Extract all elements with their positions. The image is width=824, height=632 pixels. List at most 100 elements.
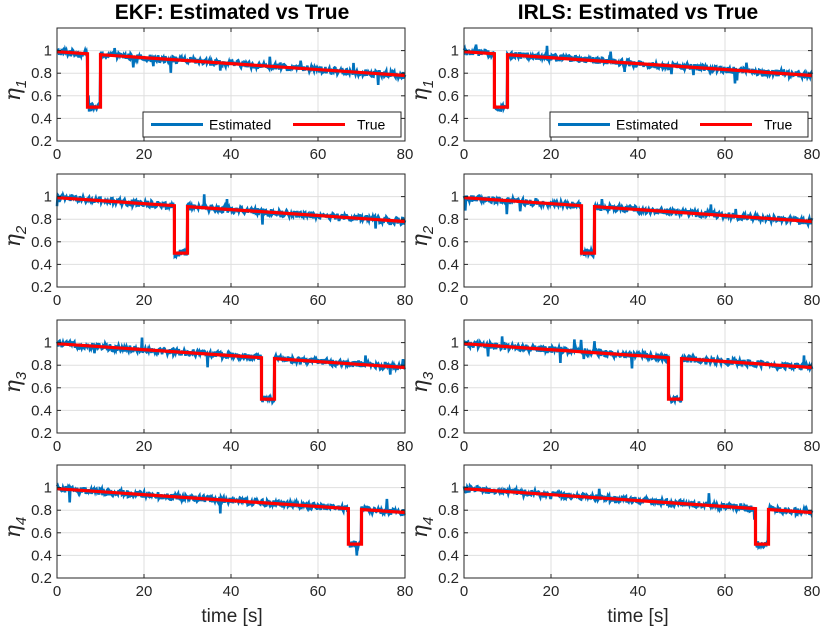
- y-axis-label-r3c2: η3: [408, 371, 437, 393]
- panel-r2c1: 0 20 40 60 80 0.2 0.4 0.6 0.8 1 η2: [1, 173, 413, 309]
- legend-r1c1: Estimated True: [142, 111, 402, 138]
- x-tick-label-r2c2-1: 20: [543, 292, 560, 309]
- y-tick-label-r4c2-0: 0.2: [438, 570, 459, 587]
- x-tick-label-r3c1-2: 40: [223, 438, 240, 455]
- y-tick-label-r1c1-2: 0.6: [31, 88, 52, 105]
- x-tick-label-r4c1-2: 40: [223, 583, 240, 600]
- y-tick-label-r2c2-4: 1: [451, 189, 459, 206]
- x-tick-label-r1c2-1: 20: [543, 146, 560, 163]
- panel-r2c2: 0 20 40 60 80 0.2 0.4 0.6 0.8 1 η2: [408, 173, 821, 309]
- y-tick-label-r1c2-1: 0.4: [438, 110, 459, 127]
- x-tick-label-r1c2-3: 60: [717, 146, 734, 163]
- y-tick-label-r4c1-3: 0.8: [31, 502, 52, 519]
- y-tick-label-r1c2-4: 1: [451, 43, 459, 60]
- x-tick-label-r4c1-3: 60: [310, 583, 327, 600]
- y-axis-label-subscript-r2c2: 2: [420, 225, 437, 235]
- y-axis-label-subscript-r1c2: 1: [420, 80, 437, 88]
- x-tick-label-r3c1-3: 60: [310, 438, 327, 455]
- x-tick-label-r2c2-0: 0: [460, 292, 468, 309]
- panel-r3c1: 0 20 40 60 80 0.2 0.4 0.6 0.8 1 η3: [1, 319, 414, 455]
- y-tick-label-r4c2-4: 1: [451, 480, 459, 497]
- col-title-1: IRLS: Estimated vs True: [518, 1, 758, 24]
- y-tick-label-r2c1-2: 0.6: [31, 234, 52, 251]
- x-tick-label-r1c1-4: 80: [397, 146, 414, 163]
- x-tick-label-r4c2-3: 60: [717, 583, 734, 600]
- x-tick-label-r1c2-2: 40: [630, 146, 647, 163]
- x-tick-label-r2c2-3: 60: [717, 292, 734, 309]
- y-tick-label-r1c2-3: 0.8: [438, 65, 459, 82]
- y-tick-label-r4c1-2: 0.6: [31, 525, 52, 542]
- y-axis-label-r4c2: η4: [408, 517, 437, 539]
- y-tick-label-r4c2-3: 0.8: [438, 502, 459, 519]
- y-tick-label-r4c1-4: 1: [44, 480, 52, 497]
- x-tick-label-r3c2-4: 80: [804, 438, 821, 455]
- panel-r3c2: 0 20 40 60 80 0.2 0.4 0.6 0.8 1 η3: [408, 319, 821, 455]
- x-tick-label-r1c1-1: 20: [136, 146, 153, 163]
- y-tick-label-r2c1-3: 0.8: [31, 211, 52, 228]
- y-tick-label-r4c1-0: 0.2: [31, 570, 52, 587]
- y-axis-label-subscript-r2c1: 2: [13, 225, 30, 235]
- y-axis-label-r2c1: η2: [1, 225, 30, 247]
- series-true-r3c1: [56, 342, 406, 401]
- x-tick-label-r1c1-0: 0: [53, 146, 61, 163]
- y-tick-label-r2c2-0: 0.2: [438, 279, 459, 296]
- x-tick-label-r3c2-3: 60: [717, 438, 734, 455]
- x-tick-label-r4c2-0: 0: [460, 583, 468, 600]
- x-tick-label-r4c2-4: 80: [804, 583, 821, 600]
- y-axis-label-subscript-r4c1: 4: [13, 517, 30, 525]
- y-tick-label-r3c2-3: 0.8: [438, 357, 459, 374]
- legend-label-true-r1c1: True: [357, 117, 385, 133]
- legend-label-estimated-r1c1: Estimated: [209, 117, 271, 133]
- y-tick-label-r2c1-1: 0.4: [31, 256, 52, 273]
- series-true-r4c1: [56, 487, 406, 546]
- legend-label-estimated-r1c2: Estimated: [616, 117, 678, 133]
- series-true-r3c2: [463, 342, 813, 401]
- y-tick-label-r4c2-1: 0.4: [438, 547, 459, 564]
- y-tick-label-r3c2-0: 0.2: [438, 425, 459, 442]
- y-tick-label-r3c1-1: 0.4: [31, 402, 52, 419]
- y-tick-label-r3c2-1: 0.4: [438, 402, 459, 419]
- series-true-r2c2: [463, 196, 813, 255]
- y-tick-label-r4c1-1: 0.4: [31, 547, 52, 564]
- x-tick-label-r1c2-4: 80: [804, 146, 821, 163]
- x-tick-label-r4c1-0: 0: [53, 583, 61, 600]
- y-tick-label-r3c1-0: 0.2: [31, 425, 52, 442]
- x-tick-label-r4c1-4: 80: [397, 583, 414, 600]
- y-axis-label-r3c1: η3: [1, 371, 30, 393]
- y-axis-label-subscript-r1c1: 1: [13, 80, 30, 88]
- series-true-r1c2: [463, 50, 813, 109]
- y-axis-label-subscript-r3c2: 3: [420, 371, 437, 380]
- x-tick-label-r4c2-2: 40: [630, 583, 647, 600]
- x-tick-label-r1c1-2: 40: [223, 146, 240, 163]
- x-tick-label-r3c1-1: 20: [136, 438, 153, 455]
- x-tick-label-r2c2-4: 80: [804, 292, 821, 309]
- x-tick-label-r4c1-1: 20: [136, 583, 153, 600]
- y-axis-label-subscript-r4c2: 4: [420, 517, 437, 525]
- x-tick-label-r3c2-1: 20: [543, 438, 560, 455]
- x-tick-label-r3c1-0: 0: [53, 438, 61, 455]
- y-tick-label-r1c1-1: 0.4: [31, 110, 52, 127]
- x-tick-label-r2c1-0: 0: [53, 292, 61, 309]
- x-tick-label-r2c1-1: 20: [136, 292, 153, 309]
- panel-r4c2: 0 20 40 60 80 0.2 0.4 0.6 0.8 1 η4: [408, 464, 821, 600]
- y-tick-label-r3c1-4: 1: [44, 335, 52, 352]
- x-axis-label-0: time [s]: [201, 606, 262, 627]
- y-axis-label-r4c1: η4: [1, 517, 30, 539]
- y-tick-label-r1c1-3: 0.8: [31, 65, 52, 82]
- x-tick-label-r4c2-1: 20: [543, 583, 560, 600]
- y-tick-label-r3c1-2: 0.6: [31, 380, 52, 397]
- y-tick-label-r1c2-2: 0.6: [438, 88, 459, 105]
- x-tick-label-r2c1-2: 40: [223, 292, 240, 309]
- y-tick-label-r2c1-0: 0.2: [31, 279, 52, 296]
- series-true-r2c1: [56, 196, 406, 255]
- y-axis-label-subscript-r3c1: 3: [13, 371, 30, 380]
- series-true-r4c2: [463, 487, 813, 546]
- x-tick-label-r3c1-4: 80: [397, 438, 414, 455]
- x-tick-label-r2c1-3: 60: [310, 292, 327, 309]
- x-tick-label-r3c2-0: 0: [460, 438, 468, 455]
- legend-r1c2: Estimated True: [549, 111, 809, 138]
- y-axis-label-r2c2: η2: [408, 225, 437, 247]
- x-tick-label-r2c2-2: 40: [630, 292, 647, 309]
- x-tick-label-r3c2-2: 40: [630, 438, 647, 455]
